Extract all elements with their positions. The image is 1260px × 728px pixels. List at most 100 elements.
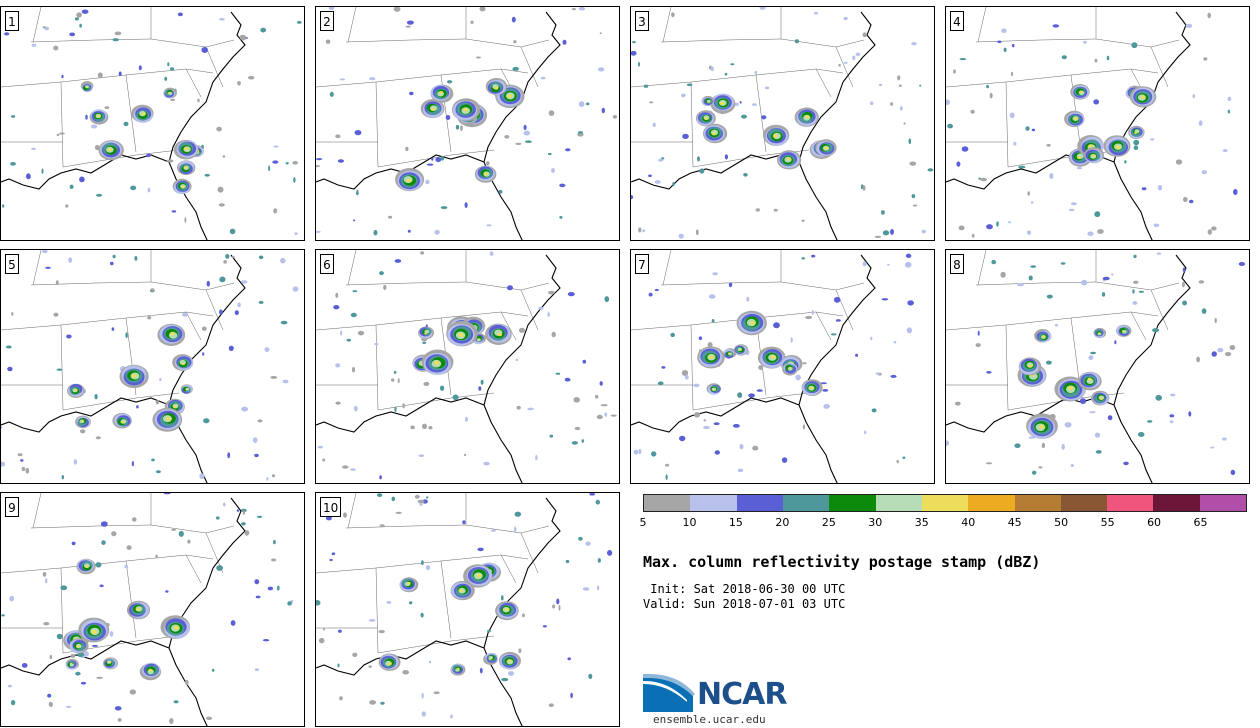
echo-cell <box>95 436 101 440</box>
reflectivity-colorbar <box>643 494 1247 512</box>
echo-cell <box>55 280 59 286</box>
echo-cell <box>567 292 575 297</box>
storm-cell <box>181 362 185 366</box>
echo-cell <box>577 132 584 137</box>
echo-cell <box>353 405 358 412</box>
colorbar-swatch <box>1153 495 1200 511</box>
state-boundary <box>1 554 214 574</box>
echo-cell <box>26 173 31 180</box>
echo-cell <box>338 629 342 633</box>
echo-cell <box>604 412 608 417</box>
storm-cell <box>69 663 74 667</box>
echo-cell <box>101 540 106 545</box>
echo-cell <box>890 102 894 106</box>
echo-cell <box>638 62 640 67</box>
echo-cell <box>17 453 23 457</box>
echo-cell <box>406 20 414 25</box>
map-canvas <box>1 493 294 726</box>
panel-number: 2 <box>320 11 334 31</box>
echo-cell <box>906 327 913 334</box>
echo-cell <box>565 559 570 564</box>
echo-cell <box>896 459 899 464</box>
echo-cell <box>266 477 269 481</box>
echo-cell <box>70 653 76 658</box>
echo-cell <box>515 142 522 145</box>
state-boundary <box>520 46 539 88</box>
echo-cell <box>890 229 894 235</box>
echo-cell <box>204 173 210 177</box>
storm-cell <box>86 86 89 89</box>
echo-cell <box>578 101 585 107</box>
echo-cell <box>173 700 179 704</box>
echo-cell <box>171 210 177 213</box>
echo-cell <box>746 296 750 302</box>
echo-cell <box>882 230 890 236</box>
storm-cell <box>704 117 708 120</box>
echo-cell <box>260 27 267 33</box>
echo-cell <box>971 233 975 238</box>
echo-cell <box>352 652 358 657</box>
echo-cell <box>240 280 248 284</box>
echo-cell <box>1031 128 1036 132</box>
state-boundary <box>977 250 987 286</box>
echo-cell <box>268 165 271 172</box>
echo-cell <box>649 101 654 104</box>
echo-cell <box>737 392 743 398</box>
echo-cell <box>10 162 16 166</box>
echo-cell <box>1052 24 1060 28</box>
echo-cell <box>25 467 30 474</box>
storm-cell <box>728 352 731 354</box>
echo-cell <box>652 122 656 127</box>
echo-cell <box>607 550 613 556</box>
echo-cell <box>273 145 279 148</box>
echo-cell <box>547 152 552 156</box>
colorbar-tick-label: 50 <box>1054 516 1069 529</box>
echo-cell <box>1079 398 1087 404</box>
echo-cell <box>159 378 162 382</box>
echo-cell <box>489 251 494 256</box>
echo-cell <box>353 219 356 222</box>
echo-cell <box>339 696 343 701</box>
echo-cell <box>136 405 139 409</box>
echo-cell <box>671 12 675 18</box>
echo-cell <box>781 457 788 463</box>
echo-cell <box>1111 273 1114 276</box>
echo-cell <box>99 584 104 588</box>
echo-cell <box>216 516 220 520</box>
echo-cell <box>123 121 129 127</box>
storm-cell <box>494 86 499 90</box>
echo-cell <box>230 620 236 626</box>
echo-cell <box>1017 283 1024 287</box>
echo-cell <box>117 718 122 722</box>
coastline <box>316 254 561 483</box>
echo-cell <box>41 168 44 174</box>
map-canvas <box>631 7 934 240</box>
storm-cell <box>712 388 716 391</box>
echo-cell <box>755 208 760 212</box>
echo-cell <box>599 32 602 35</box>
echo-cell <box>378 630 385 634</box>
echo-cell <box>254 579 260 585</box>
ensemble-member-panel-7: 7 <box>630 249 935 484</box>
echo-cell <box>463 453 467 457</box>
echo-cell <box>222 155 226 158</box>
echo-cell <box>686 83 693 87</box>
echo-cell <box>555 372 561 375</box>
echo-cell <box>1041 442 1046 449</box>
echo-cell <box>1000 271 1006 278</box>
echo-cell <box>508 671 514 676</box>
echo-cell <box>231 255 235 259</box>
state-boundary <box>32 250 42 286</box>
echo-cell <box>811 309 814 315</box>
echo-cell <box>661 366 666 369</box>
echo-cell <box>597 67 605 72</box>
echo-cell <box>986 224 993 230</box>
colorbar-tick-label: 10 <box>682 516 697 529</box>
echo-cell <box>1133 254 1137 259</box>
echo-cell <box>1229 345 1236 350</box>
storm-cell <box>76 645 80 648</box>
echo-cell <box>997 40 1002 44</box>
state-boundary <box>1130 311 1147 341</box>
storm-cell <box>459 589 463 593</box>
echo-cell <box>271 474 276 478</box>
